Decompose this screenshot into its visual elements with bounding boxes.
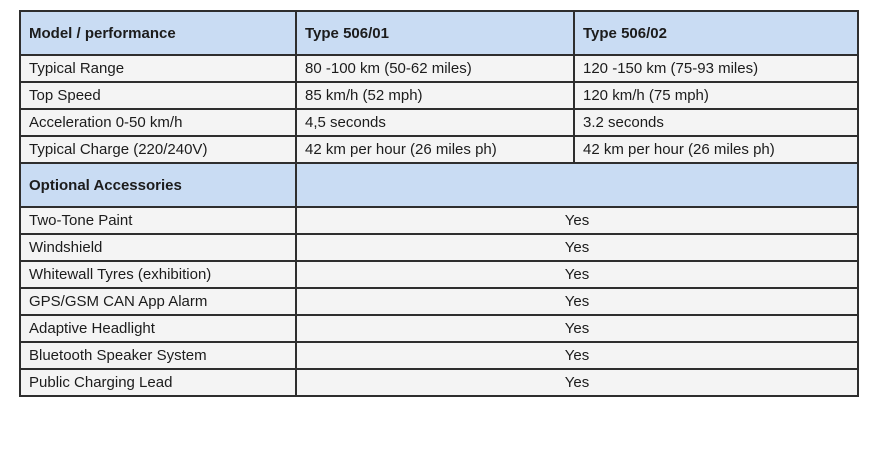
table-row-whitewall-tyres: Whitewall Tyres (exhibition) Yes	[19, 260, 859, 289]
row-label: Typical Range	[19, 54, 297, 83]
row-label: Typical Charge (220/240V)	[19, 135, 297, 164]
row-value-506-01: 42 km per hour (26 miles ph)	[295, 135, 575, 164]
table-row-typical-range: Typical Range 80 -100 km (50-62 miles) 1…	[19, 54, 859, 83]
table-row-two-tone-paint: Two-Tone Paint Yes	[19, 206, 859, 235]
row-value-506-02: 3.2 seconds	[573, 108, 859, 137]
row-value-506-01: 85 km/h (52 mph)	[295, 81, 575, 110]
spec-table: Model / performance Type 506/01 Type 506…	[19, 10, 859, 397]
row-label: Top Speed	[19, 81, 297, 110]
row-value-506-02: 120 km/h (75 mph)	[573, 81, 859, 110]
row-label: Adaptive Headlight	[19, 314, 297, 343]
row-label: Acceleration 0-50 km/h	[19, 108, 297, 137]
row-label: Bluetooth Speaker System	[19, 341, 297, 370]
row-value-yes: Yes	[295, 260, 859, 289]
row-value-506-01: 80 -100 km (50-62 miles)	[295, 54, 575, 83]
row-value-yes: Yes	[295, 206, 859, 235]
row-label: Windshield	[19, 233, 297, 262]
table-row-acceleration: Acceleration 0-50 km/h 4,5 seconds 3.2 s…	[19, 108, 859, 137]
row-label: Whitewall Tyres (exhibition)	[19, 260, 297, 289]
table-row-adaptive-headlight: Adaptive Headlight Yes	[19, 314, 859, 343]
table-row-public-charging-lead: Public Charging Lead Yes	[19, 368, 859, 397]
table-row-windshield: Windshield Yes	[19, 233, 859, 262]
header-model-performance: Model / performance	[19, 10, 297, 56]
accessories-header-spacer	[295, 162, 859, 208]
row-label: Two-Tone Paint	[19, 206, 297, 235]
header-type-506-02: Type 506/02	[573, 10, 859, 56]
table-header-row: Model / performance Type 506/01 Type 506…	[19, 10, 859, 56]
table-row-gps-gsm-alarm: GPS/GSM CAN App Alarm Yes	[19, 287, 859, 316]
table-row-top-speed: Top Speed 85 km/h (52 mph) 120 km/h (75 …	[19, 81, 859, 110]
accessories-header-row: Optional Accessories	[19, 162, 859, 208]
row-value-yes: Yes	[295, 368, 859, 397]
row-value-yes: Yes	[295, 233, 859, 262]
row-value-yes: Yes	[295, 287, 859, 316]
row-value-yes: Yes	[295, 341, 859, 370]
accessories-header: Optional Accessories	[19, 162, 297, 208]
table-row-typical-charge: Typical Charge (220/240V) 42 km per hour…	[19, 135, 859, 164]
table-row-bluetooth-speaker: Bluetooth Speaker System Yes	[19, 341, 859, 370]
row-value-yes: Yes	[295, 314, 859, 343]
row-label: Public Charging Lead	[19, 368, 297, 397]
header-type-506-01: Type 506/01	[295, 10, 575, 56]
row-label: GPS/GSM CAN App Alarm	[19, 287, 297, 316]
row-value-506-01: 4,5 seconds	[295, 108, 575, 137]
row-value-506-02: 42 km per hour (26 miles ph)	[573, 135, 859, 164]
row-value-506-02: 120 -150 km (75-93 miles)	[573, 54, 859, 83]
